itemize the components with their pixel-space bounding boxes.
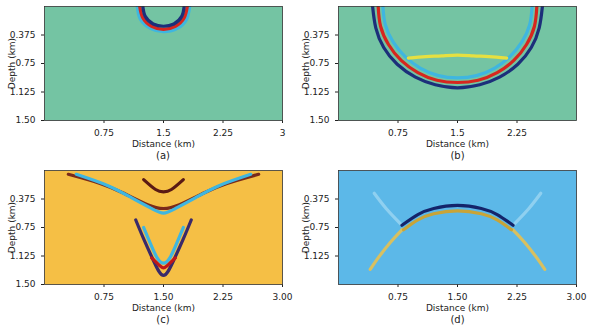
svg-text:Depth (km): Depth (km) — [301, 38, 311, 89]
svg-text:Distance (km): Distance (km) — [132, 139, 195, 149]
html-text:(a): (a) — [156, 150, 170, 161]
svg-text:0.75: 0.75 — [94, 292, 114, 302]
svg-text:0.375: 0.375 — [303, 193, 330, 204]
svg-text:0.75: 0.75 — [309, 58, 329, 68]
svg-text:Distance (km): Distance (km) — [426, 303, 489, 313]
svg-text:0.75: 0.75 — [15, 222, 35, 232]
svg-text:1.5: 1.5 — [156, 128, 170, 138]
svg-text:3.00: 3.00 — [272, 292, 292, 302]
svg-text:Distance (km): Distance (km) — [132, 303, 195, 313]
svg-text:Depth (km): Depth (km) — [7, 202, 17, 253]
svg-text:1.50: 1.50 — [15, 115, 35, 125]
svg-text:0.375: 0.375 — [9, 29, 36, 40]
svg-text:1.125: 1.125 — [9, 86, 36, 97]
html-text:(c): (c) — [156, 314, 170, 325]
svg-text:1.50: 1.50 — [309, 115, 329, 125]
svg-text:1.125: 1.125 — [303, 250, 330, 261]
svg-text:2.25: 2.25 — [213, 292, 233, 302]
svg-text:3.00: 3.00 — [566, 292, 586, 302]
svg-text:0.75: 0.75 — [15, 58, 35, 68]
svg-text:1.5: 1.5 — [450, 128, 464, 138]
svg-text:0.375: 0.375 — [303, 29, 330, 40]
svg-text:2.25: 2.25 — [507, 292, 527, 302]
svg-text:Distance (km): Distance (km) — [426, 139, 489, 149]
svg-text:0.75: 0.75 — [388, 128, 408, 138]
svg-text:Depth (km): Depth (km) — [7, 38, 17, 89]
svg-text:0.375: 0.375 — [9, 193, 36, 204]
svg-text:1.50: 1.50 — [153, 292, 173, 302]
svg-text:3: 3 — [280, 128, 286, 138]
svg-text:1.125: 1.125 — [303, 86, 330, 97]
svg-text:1.50: 1.50 — [15, 279, 35, 289]
svg-text:0.75: 0.75 — [94, 128, 114, 138]
svg-text:2.25: 2.25 — [213, 128, 233, 138]
svg-text:Depth (km): Depth (km) — [301, 202, 311, 253]
html-text:(d): (d) — [450, 314, 465, 325]
svg-text:0.75: 0.75 — [388, 292, 408, 302]
svg-text:1.50: 1.50 — [447, 292, 467, 302]
svg-text:1.125: 1.125 — [9, 250, 36, 261]
html-text:(b): (b) — [450, 150, 465, 161]
svg-text:2.25: 2.25 — [507, 128, 527, 138]
svg-text:0.75: 0.75 — [309, 222, 329, 232]
